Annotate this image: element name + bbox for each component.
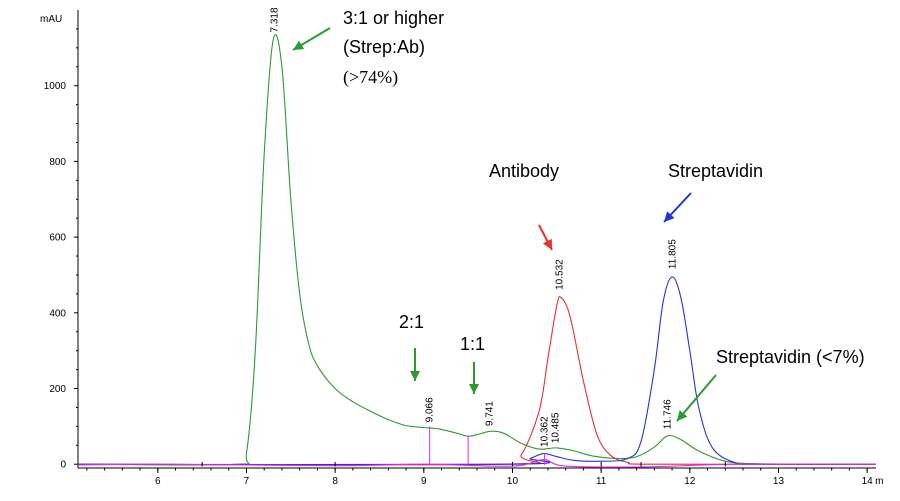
axes: mAU	[40, 10, 876, 469]
annotations: 3:1 or higher (Strep:Ab) (>74%) 2:1 1:1 Antib…	[292, 8, 865, 422]
peak-label: 9.066	[425, 397, 436, 422]
x-tick-label: 6	[155, 476, 161, 487]
arrow-3to1-head	[293, 40, 305, 50]
x-tick-label: 14	[862, 476, 874, 487]
y-tick-label: 600	[49, 233, 66, 244]
x-tick-label: 11	[596, 476, 607, 487]
y-tick-label: 1000	[44, 81, 67, 92]
annotation-antibody: Antibody	[489, 161, 559, 181]
arrow-1to1-head	[469, 384, 479, 394]
x-tick-label: 10	[507, 476, 519, 487]
x-tick-label: 12	[684, 476, 696, 487]
arrow-2to1-head	[410, 371, 420, 381]
y-tick-label: 400	[49, 308, 66, 319]
annotation-3to1-line1: 3:1 or higher	[343, 8, 444, 28]
green-trace	[77, 34, 877, 466]
peak-label: 10.485	[550, 412, 561, 443]
series-group	[77, 34, 877, 468]
integration-marks	[201, 426, 726, 467]
peak-label: 7.318	[270, 7, 281, 32]
x-unit-label: m	[875, 476, 883, 487]
peak-label: 10.362	[540, 416, 551, 447]
annotation-3to1-line2: (Strep:Ab)	[343, 37, 425, 57]
x-tick-label: 9	[421, 476, 427, 487]
blue-trace	[77, 276, 877, 466]
magenta-trace	[77, 459, 877, 468]
arrow-streptavidin-minor-shaft	[676, 374, 717, 422]
peak-label: 10.532	[555, 259, 566, 290]
x-tick-label: 7	[244, 476, 250, 487]
x-tick-label: 13	[773, 476, 785, 487]
annotation-streptavidin: Streptavidin	[668, 161, 763, 181]
y-axis-title: mAU	[40, 14, 62, 25]
arrow-streptavidin-minor-head	[677, 410, 688, 421]
annotation-streptavidin-minor: Streptavidin (<7%)	[716, 347, 865, 367]
red-trace	[77, 296, 877, 466]
annotation-2to1: 2:1	[399, 312, 424, 332]
annotation-1to1: 1:1	[460, 334, 485, 354]
x-tick-label: 8	[332, 476, 338, 487]
y-tick-label: 200	[49, 384, 66, 395]
arrow-streptavidin-head	[664, 211, 675, 222]
peak-label: 11.746	[662, 399, 673, 429]
annotation-3to1-line3: (>74%)	[343, 67, 398, 88]
y-tick-label: 0	[60, 460, 66, 471]
peak-label: 9.741	[485, 401, 496, 426]
arrow-antibody-head	[542, 238, 552, 250]
y-tick-label: 800	[49, 157, 66, 168]
peak-labels: 7.318 9.066 9.741 10.362 10.485 10.532 11.805 1…	[270, 7, 679, 447]
peak-label: 11.805	[668, 239, 679, 269]
tick-marks: 0 200 400 600 800 1000 6 7 8 9 10 11 12 13 14 m	[44, 28, 883, 487]
